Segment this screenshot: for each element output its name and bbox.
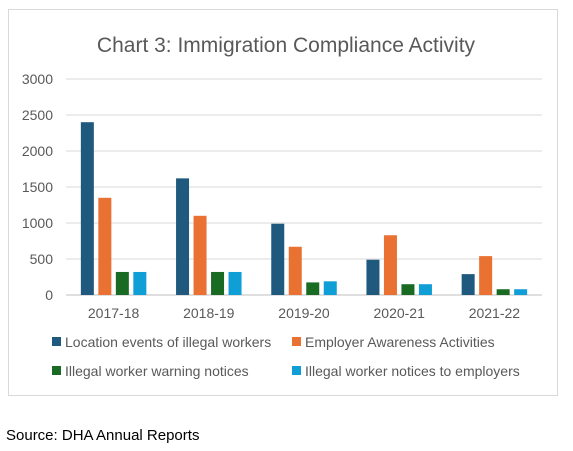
legend-swatch [292,366,301,375]
bar [228,271,242,295]
y-tick-label: 500 [30,251,54,267]
legend-swatch [52,366,61,375]
legend-swatch [52,337,61,346]
bar [323,281,337,295]
y-tick-label: 0 [45,287,53,303]
x-tick-label: 2018-19 [183,305,235,321]
chart-title: Chart 3: Immigration Compliance Activity [97,34,476,57]
bar [479,256,493,295]
bar [514,289,528,295]
legend-label: Employer Awareness Activities [305,334,495,350]
x-tick-label: 2021-22 [469,305,521,321]
y-tick-label: 1500 [22,179,53,195]
bar [133,271,147,295]
x-tick-label: 2017-18 [88,305,140,321]
bars [80,122,528,295]
bar [80,122,94,295]
y-tick-label: 2500 [22,107,53,123]
x-axis-ticks: 2017-18 2018-19 2019-20 2020-21 2021-22 [88,305,520,321]
legend-label: Location events of illegal workers [65,334,271,350]
bar [401,284,415,295]
source-note: Source: DHA Annual Reports [6,427,200,444]
bar [383,235,397,295]
bar [115,271,129,295]
bar [306,282,320,295]
bar [461,274,475,295]
bar [366,259,380,295]
bar [176,178,190,295]
bar [211,271,225,295]
y-tick-label: 1000 [22,215,53,231]
y-tick-label: 2000 [22,143,53,159]
legend-swatch [292,337,301,346]
x-tick-label: 2019-20 [278,305,330,321]
bar [98,197,112,295]
bar [271,223,285,295]
bar [288,246,302,295]
y-tick-label: 3000 [22,71,53,87]
legend-label: Illegal worker notices to employers [305,363,520,379]
x-tick-label: 2020-21 [374,305,426,321]
gridlines [66,78,542,296]
bar [193,215,207,295]
bar [418,284,432,295]
legend-label: Illegal worker warning notices [65,363,249,379]
y-axis-ticks: 0 500 1000 1500 2000 2500 3000 [22,71,53,303]
bar [496,289,510,295]
legend: Location events of illegal workers Employ… [52,334,520,379]
